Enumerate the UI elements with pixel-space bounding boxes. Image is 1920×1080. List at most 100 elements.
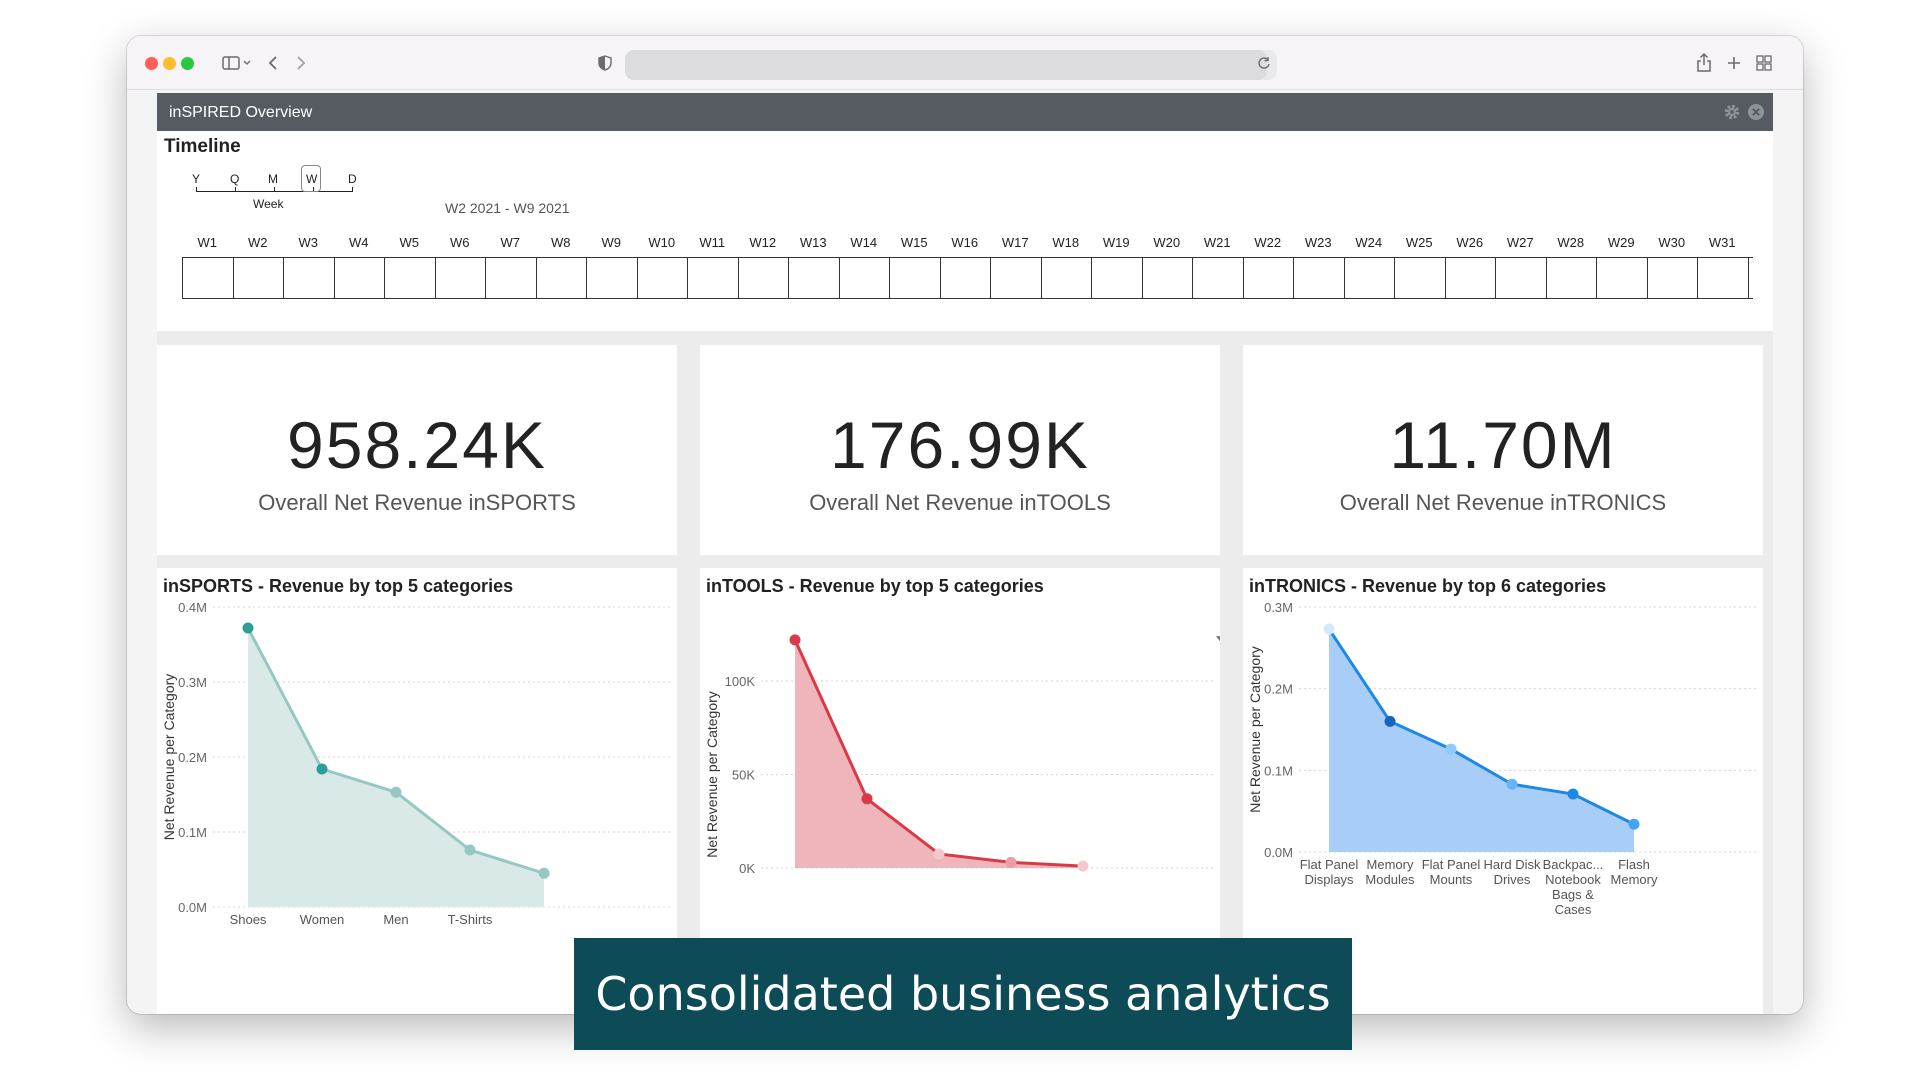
timeline-week-label: W28 [1557, 235, 1585, 250]
timeline-week-label: W9 [601, 235, 622, 250]
data-point [538, 867, 550, 879]
timeline-week-cell[interactable] [788, 257, 839, 299]
timeline-week-label: W [1748, 235, 1754, 250]
x-tick-label: Memory [1611, 872, 1658, 887]
timeline-week-label: W26 [1456, 235, 1484, 250]
browser-toolbar [127, 36, 1803, 90]
timeline-week-label: W21 [1203, 235, 1231, 250]
x-tick-label: Bags & [1552, 887, 1594, 902]
timeline-week-cell[interactable] [1444, 257, 1495, 299]
close-window-button[interactable] [145, 57, 158, 70]
timeline-week-label: W24 [1355, 235, 1383, 250]
timeline-week-cell[interactable] [838, 257, 889, 299]
timeline-week-cell[interactable] [636, 257, 687, 299]
timeline-week-cell[interactable] [1091, 257, 1142, 299]
timeline-week-cell[interactable] [1545, 257, 1596, 299]
timeline-week-label: W1 [197, 235, 218, 250]
x-tick-label: Memory [1367, 857, 1414, 872]
timeline-week-label: W20 [1153, 235, 1181, 250]
timeline-week-label: W23 [1304, 235, 1332, 250]
y-tick-label: 100K [725, 674, 756, 689]
data-point [242, 622, 254, 634]
kpi-label: Overall Net Revenue inTRONICS [1339, 490, 1667, 515]
new-tab-icon[interactable] [1723, 49, 1745, 77]
y-axis-title: Net Revenue per Category [704, 691, 720, 858]
share-icon[interactable] [1693, 49, 1715, 77]
timeline-week-cell[interactable] [687, 257, 738, 299]
timeline-week-cell[interactable] [1293, 257, 1344, 299]
dashboard-header: inSPIRED Overview [157, 93, 1773, 131]
granularity-option-quarter[interactable]: Q [230, 172, 240, 186]
timeline-week-label: W4 [349, 235, 369, 250]
timeline-week-cell[interactable] [1646, 257, 1697, 299]
caption-banner: Consolidated business analytics [574, 938, 1352, 1050]
sidebar-toggle-icon[interactable] [219, 49, 255, 77]
y-tick-label: 0.2M [178, 750, 207, 765]
timeline-week-cell[interactable] [1040, 257, 1091, 299]
timeline-week-cell[interactable] [1192, 257, 1243, 299]
timeline-week-cell[interactable] [1141, 257, 1192, 299]
granularity-tick [352, 187, 353, 192]
intools-area-chart[interactable]: 0K 50K 100K Net Revenue per Category [700, 568, 1220, 1014]
x-tick-label: Drives [1494, 872, 1531, 887]
settings-gear-icon[interactable] [1723, 103, 1741, 121]
timeline-week-label: W14 [850, 235, 878, 250]
timeline-week-cell[interactable] [485, 257, 536, 299]
insports-area-chart[interactable]: 0.0M 0.1M 0.2M 0.3M 0.4M Net Revenue per Cate… [157, 568, 677, 1014]
timeline-week-cell[interactable] [586, 257, 637, 299]
kpi-label: Overall Net Revenue inSPORTS [258, 490, 576, 515]
timeline-week-cell[interactable] [1242, 257, 1293, 299]
kpi-value: 11.70M [1389, 408, 1617, 482]
timeline-week-label: W25 [1405, 235, 1433, 250]
timeline-week-cell[interactable] [737, 257, 788, 299]
tab-overview-icon[interactable] [1753, 49, 1775, 77]
maximize-window-button[interactable] [181, 57, 194, 70]
intronics-area-chart[interactable]: 0.0M 0.1M 0.2M 0.3M Net Revenue per Category… [1243, 568, 1763, 1014]
close-icon[interactable] [1747, 103, 1765, 121]
y-tick-label: 0.3M [178, 675, 207, 690]
back-icon[interactable] [261, 49, 285, 77]
y-tick-label: 0.0M [178, 900, 207, 915]
forward-icon[interactable] [289, 49, 313, 77]
data-point [1445, 743, 1457, 755]
privacy-shield-icon[interactable] [593, 49, 617, 77]
granularity-option-day[interactable]: D [348, 172, 357, 186]
timeline-week-cell[interactable] [889, 257, 940, 299]
data-point [933, 848, 945, 860]
series-line [1327, 628, 1635, 826]
data-point [1077, 860, 1089, 872]
timeline-week-label: W19 [1102, 235, 1130, 250]
timeline-week-cell[interactable] [384, 257, 435, 299]
timeline-week-cell[interactable] [232, 257, 283, 299]
reload-icon[interactable] [1253, 49, 1275, 77]
timeline-week-cell[interactable] [1394, 257, 1445, 299]
timeline-week-cell[interactable] [535, 257, 586, 299]
timeline-week-cell[interactable] [182, 257, 233, 299]
address-bar-fill [625, 50, 1267, 80]
y-tick-label: 0.1M [1264, 763, 1293, 778]
timeline-week-cell[interactable] [1697, 257, 1748, 299]
granularity-option-year[interactable]: Y [192, 172, 201, 186]
timeline-week-label: W18 [1052, 235, 1080, 250]
timeline-week-cell[interactable] [1596, 257, 1647, 299]
granularity-option-month[interactable]: M [268, 172, 278, 186]
timeline-week-cell[interactable] [434, 257, 485, 299]
granularity-tick [274, 187, 275, 192]
y-axis-title: Net Revenue per Category [161, 674, 177, 841]
kpi-card-insports: 958.24K Overall Net Revenue inSPORTS [157, 345, 677, 555]
timeline-week-cell[interactable] [939, 257, 990, 299]
y-tick-label: 0K [739, 861, 755, 876]
timeline-week-cell[interactable] [283, 257, 334, 299]
granularity-option-week[interactable]: W [306, 172, 318, 186]
x-tick-label: Notebook [1545, 872, 1601, 887]
timeline-week-cell[interactable] [1747, 257, 1753, 299]
timeline-weeks[interactable]: W1 W2 W3 W4 W5 W6 W7 W8 W9 W10 W11 W12 W13 W14 W15 W16 W… [182, 235, 1753, 299]
timeline-week-cell[interactable] [1343, 257, 1394, 299]
timeline-week-cell[interactable] [1495, 257, 1546, 299]
address-bar[interactable] [625, 50, 1277, 80]
granularity-selected-indicator[interactable] [301, 165, 321, 192]
timeline-week-cell[interactable] [990, 257, 1041, 299]
data-point [464, 844, 476, 856]
timeline-week-cell[interactable] [333, 257, 384, 299]
minimize-window-button[interactable] [163, 57, 176, 70]
